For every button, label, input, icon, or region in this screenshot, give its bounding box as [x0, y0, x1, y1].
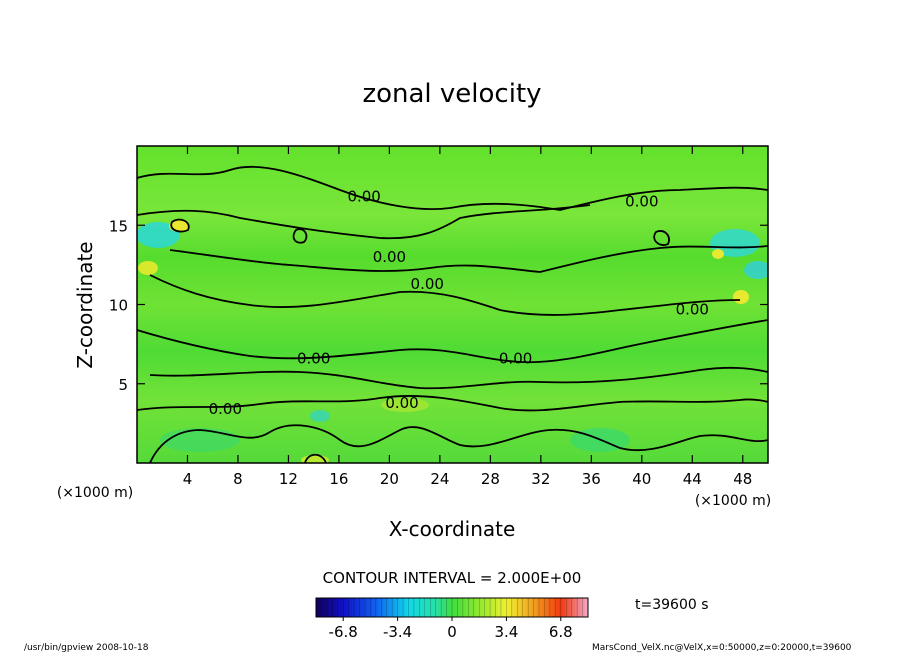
- x-tick-label: 44: [683, 470, 702, 488]
- contour-label: 0.00: [297, 349, 330, 367]
- contour-label: 0.00: [373, 248, 406, 266]
- contour-closed-4: [304, 453, 327, 463]
- x-tick-label: 28: [481, 470, 500, 488]
- colorbar-tick-label: -3.4: [383, 623, 412, 641]
- contour-line-6: [149, 366, 768, 390]
- contour-label: 0.00: [499, 349, 532, 367]
- contour-line-5: [137, 319, 768, 364]
- y-axis-label: Z-coordinate: [73, 241, 97, 368]
- x-tick-label: 36: [582, 470, 601, 488]
- colorbar-tick-label: 3.4: [494, 623, 518, 641]
- contour-closed-2: [653, 230, 670, 246]
- x-axis-label: X-coordinate: [389, 517, 516, 541]
- anomaly-yellow-left: [138, 261, 158, 275]
- x-tick-label: 12: [279, 470, 298, 488]
- footer-left: /usr/bin/gpview 2008-10-18: [24, 643, 149, 653]
- time-label: t=39600 s: [635, 597, 709, 613]
- anomaly-yellow-right: [733, 290, 749, 304]
- colorbar-ticks: -6.8 -3.4 0 3.4 6.8: [329, 617, 573, 641]
- contour-line-8: [149, 424, 768, 463]
- contour-label: 0.00: [676, 300, 709, 318]
- contour-label: 0.00: [625, 192, 658, 210]
- x-tick-label: 4: [183, 470, 193, 488]
- contour-label: 0.00: [385, 394, 418, 412]
- y-tick-label: 10: [109, 297, 128, 315]
- x-tick-label: 16: [329, 470, 348, 488]
- anomaly-light-bottom: [381, 398, 429, 412]
- x-unit-left: (×1000 m): [57, 485, 133, 501]
- contour-interval-text: CONTOUR INTERVAL = 2.000E+00: [323, 569, 582, 587]
- contour-line-4: [149, 274, 741, 316]
- contour-line-7: [137, 395, 768, 412]
- x-unit-right: (×1000 m): [695, 493, 771, 509]
- contour-labels: 0.00 0.00 0.00 0.00 0.00 0.00 0.00 0.00 0.00: [209, 188, 709, 418]
- anomaly-yellow-right-2: [712, 249, 724, 259]
- plot-area: 0.00 0.00 0.00 0.00 0.00 0.00 0.00 0.00 0.00: [137, 146, 768, 463]
- contour-line-3: [169, 245, 768, 273]
- anomaly-cyan-right: [710, 229, 760, 257]
- anomaly-cyan-right-2: [744, 261, 768, 279]
- x-tick-label: 8: [233, 470, 243, 488]
- x-axis-ticks: 4 8 12 16 20 24 28 32 36 40 44 48: [183, 146, 752, 488]
- x-tick-label: 48: [733, 470, 752, 488]
- contour-closed-3: [170, 218, 190, 233]
- colorbar-tick-label: 6.8: [549, 623, 573, 641]
- colorbar-tick-label: -6.8: [329, 623, 358, 641]
- contour-line-2: [137, 204, 591, 240]
- contour-label: 0.00: [347, 188, 380, 206]
- contour-lines: [137, 165, 768, 463]
- x-tick-label: 20: [380, 470, 399, 488]
- colorbar: -6.8 -3.4 0 3.4 6.8: [315, 597, 589, 641]
- chart-title: zonal velocity: [362, 79, 541, 109]
- contour-label: 0.00: [411, 275, 444, 293]
- anomaly-cyan-left: [137, 222, 180, 248]
- anomaly-teal-bottom: [310, 410, 330, 422]
- y-axis-ticks: 5 10 15: [109, 217, 768, 394]
- anomaly-dark-bottom-left: [160, 428, 240, 452]
- x-tick-label: 24: [430, 470, 449, 488]
- colorbar-tick-label: 0: [447, 623, 457, 641]
- contour-line-1: [137, 165, 768, 211]
- x-tick-label: 40: [632, 470, 651, 488]
- x-tick-label: 32: [531, 470, 550, 488]
- contour-label: 0.00: [209, 400, 242, 418]
- y-tick-label: 5: [118, 376, 128, 394]
- contour-closed-1: [292, 228, 308, 244]
- y-tick-label: 15: [109, 217, 128, 235]
- footer-right: MarsCond_VelX.nc@VelX,x=0:50000,z=0:2000…: [592, 643, 852, 653]
- colorbar-divisions: [315, 598, 589, 617]
